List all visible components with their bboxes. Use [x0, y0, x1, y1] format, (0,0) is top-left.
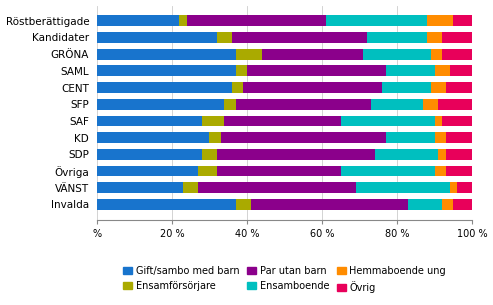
Bar	[217, 166, 341, 177]
Bar	[232, 82, 243, 93]
Bar	[97, 199, 236, 210]
Bar	[341, 166, 435, 177]
Bar	[356, 182, 450, 193]
Bar	[435, 116, 442, 126]
Bar	[232, 32, 367, 43]
Bar	[97, 166, 198, 177]
Bar	[217, 32, 232, 43]
Bar	[202, 149, 217, 160]
Bar	[386, 65, 435, 76]
Bar	[382, 82, 431, 93]
Bar	[457, 182, 472, 193]
Bar	[221, 132, 386, 143]
Bar	[423, 99, 438, 110]
Bar	[97, 149, 202, 160]
Bar	[236, 99, 371, 110]
Bar	[97, 182, 183, 193]
Bar	[435, 65, 450, 76]
Bar	[179, 15, 187, 26]
Bar	[326, 15, 427, 26]
Bar	[442, 199, 454, 210]
Bar	[97, 49, 236, 59]
Bar	[431, 49, 442, 59]
Bar	[97, 65, 236, 76]
Bar	[341, 116, 435, 126]
Bar	[243, 82, 382, 93]
Bar	[247, 65, 386, 76]
Bar	[435, 166, 446, 177]
Bar	[367, 32, 427, 43]
Bar	[236, 49, 262, 59]
Bar	[446, 149, 472, 160]
Bar	[454, 199, 472, 210]
Bar	[97, 32, 217, 43]
Bar	[446, 166, 472, 177]
Bar	[450, 182, 457, 193]
Bar	[97, 116, 202, 126]
Bar	[97, 99, 224, 110]
Bar	[371, 99, 423, 110]
Bar	[224, 99, 236, 110]
Bar	[442, 116, 472, 126]
Bar	[446, 132, 472, 143]
Bar	[442, 49, 472, 59]
Bar	[431, 82, 446, 93]
Bar	[217, 149, 375, 160]
Bar	[187, 15, 326, 26]
Bar	[363, 49, 431, 59]
Bar	[386, 132, 435, 143]
Bar	[375, 149, 438, 160]
Bar	[198, 166, 217, 177]
Bar	[442, 32, 472, 43]
Bar	[438, 99, 472, 110]
Bar	[236, 199, 251, 210]
Bar	[97, 132, 210, 143]
Bar	[427, 15, 454, 26]
Bar	[450, 65, 472, 76]
Bar	[236, 65, 247, 76]
Bar	[435, 132, 446, 143]
Bar	[97, 82, 232, 93]
Bar	[408, 199, 442, 210]
Bar	[210, 132, 221, 143]
Bar	[251, 199, 408, 210]
Bar	[224, 116, 341, 126]
Bar	[198, 182, 356, 193]
Legend: Gift/sambo med barn, Ensamförsörjare, Par utan barn, Ensamboende, Hemmaboende un: Gift/sambo med barn, Ensamförsörjare, Pa…	[120, 263, 449, 296]
Bar	[97, 15, 179, 26]
Bar	[202, 116, 224, 126]
Bar	[446, 82, 472, 93]
Bar	[427, 32, 442, 43]
Bar	[438, 149, 446, 160]
Bar	[454, 15, 472, 26]
Bar	[262, 49, 363, 59]
Bar	[183, 182, 198, 193]
